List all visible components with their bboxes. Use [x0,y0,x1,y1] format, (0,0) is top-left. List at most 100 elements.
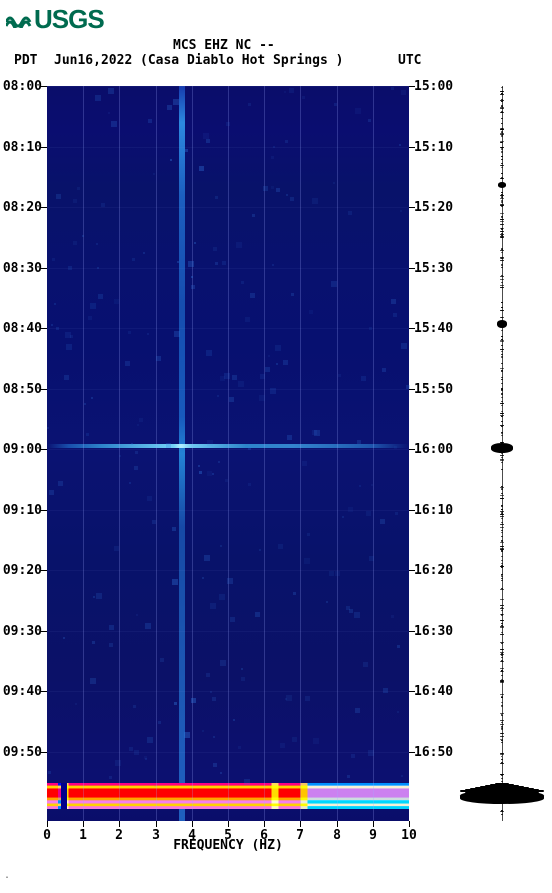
x-tick [156,821,157,827]
seis-fuzz [500,349,503,350]
y-label-pdt: 09:20 [0,563,42,578]
seis-fuzz [500,753,503,754]
speckle [366,511,371,516]
y-label-pdt: 09:10 [0,503,42,518]
speckle [368,119,371,122]
x-tick [373,821,374,827]
plot-title-station: MCS EHZ NC -- [173,38,275,53]
speckle [194,242,196,244]
seis-fuzz [501,655,504,656]
speckle [271,156,274,159]
y-label-utc: 15:10 [414,140,458,155]
speckle [219,594,225,600]
location-label: (Casa Diablo Hot Springs ) [140,53,344,68]
seis-fuzz [501,702,502,703]
speckle [241,281,244,284]
seis-fuzz [501,522,502,523]
grid-h [47,86,409,87]
speckle [309,310,313,314]
speckle [215,262,218,265]
seis-fuzz [501,217,503,218]
speckle [51,324,53,326]
speckle [199,471,202,474]
speckle [166,443,171,448]
seis-fuzz [500,654,503,655]
y-label-pdt: 08:10 [0,140,42,155]
speckle [147,496,152,501]
seis-fuzz [501,726,503,727]
speckle [156,356,161,361]
seis-fuzz [501,778,502,779]
speckle [355,708,360,713]
grid-v [300,86,301,821]
speckle [215,196,218,199]
x-tick [192,821,193,827]
speckle [167,105,172,110]
speckle [383,688,388,693]
speckle [90,303,96,309]
speckle [222,261,226,265]
speckle [326,601,328,603]
y-label-pdt: 09:00 [0,442,42,457]
grid-v [156,86,157,821]
speckle [292,737,297,742]
seis-fuzz [501,118,503,119]
speckle [397,711,399,713]
seis-fuzz [501,563,503,564]
speckle [399,144,401,146]
x-tick [47,821,48,827]
y-label-pdt: 08:20 [0,200,42,215]
grid-h [47,691,409,692]
seis-fuzz [501,518,502,519]
speckle [238,746,241,749]
seis-fuzz [501,267,503,268]
speckle [143,252,145,254]
y-label-pdt: 09:30 [0,624,42,639]
speckle [154,785,156,787]
seis-fuzz [501,405,503,406]
seis-fuzz [500,516,504,517]
seis-fuzz [500,739,503,740]
speckle [73,199,77,203]
seis-fuzz [501,486,504,487]
seis-fuzz [500,599,503,600]
seis-fuzz [501,178,504,179]
seis-fuzz [501,556,502,557]
tz-left-label: PDT [14,53,37,68]
speckle [65,332,71,338]
speckle [158,721,161,724]
speckle [128,331,131,334]
seis-fuzz [501,252,504,253]
speckle [147,737,153,743]
seis-fuzz [500,455,504,456]
speckle [401,343,407,349]
seis-fuzz [501,509,504,510]
persistent-noise-stripe [179,86,185,821]
seis-fuzz [501,206,502,207]
seis-burst [495,797,509,799]
speckle [275,345,281,351]
speckle [245,317,250,322]
y-label-utc: 15:20 [414,200,458,215]
grid-h [47,268,409,269]
seis-fuzz [501,231,503,232]
seis-fuzz [501,615,503,616]
speckle [347,775,350,778]
speckle [173,99,179,105]
seis-fuzz [501,567,504,568]
seis-fuzz [500,287,503,288]
speckle [348,507,353,512]
speckle [230,617,235,622]
seis-fuzz [501,775,502,776]
seis-fuzz [500,403,503,404]
seis-fuzz [501,814,502,815]
y-label-utc: 15:30 [414,261,458,276]
speckle [361,376,366,381]
speckle [82,235,84,237]
speckle [153,173,155,175]
speckle [220,660,226,666]
seis-fuzz [500,542,504,543]
speckle [224,373,230,379]
speckle [212,697,216,701]
speckle [393,313,397,317]
